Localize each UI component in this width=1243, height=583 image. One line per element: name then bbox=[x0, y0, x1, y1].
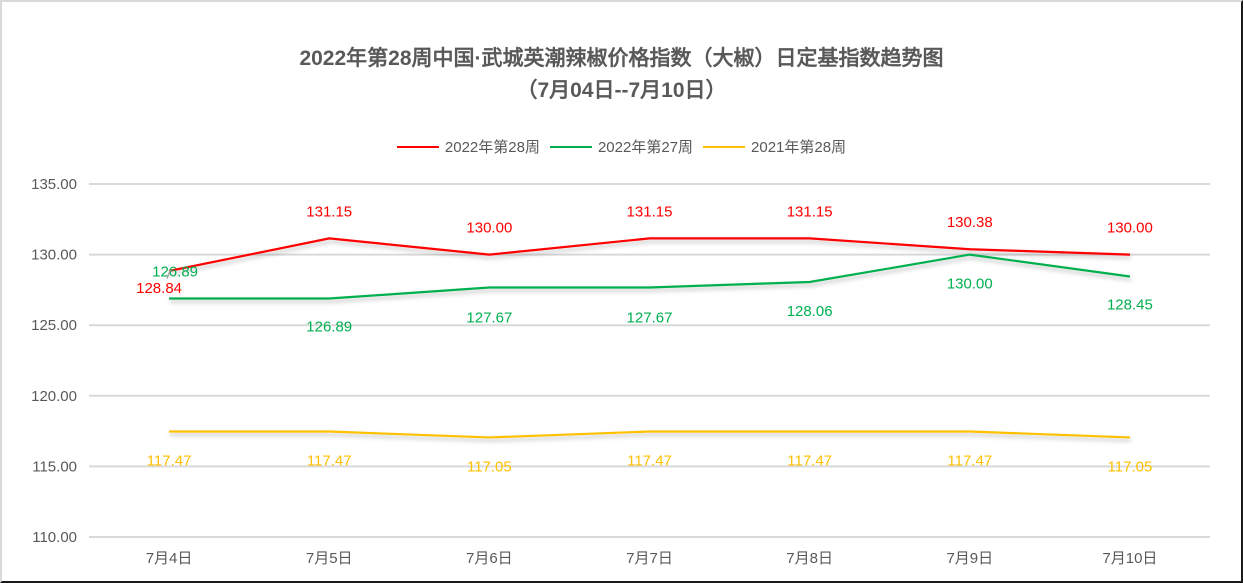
data-label: 128.84 bbox=[136, 280, 182, 297]
series-line[interactable] bbox=[169, 253, 1131, 300]
y-tick-label: 135.00 bbox=[31, 176, 77, 193]
legend-line-icon bbox=[549, 145, 592, 148]
x-tick-label: 7月6日 bbox=[466, 550, 513, 567]
y-tick-label: 130.00 bbox=[31, 247, 77, 264]
data-label: 130.00 bbox=[947, 276, 993, 293]
data-label: 131.15 bbox=[306, 203, 352, 220]
data-label: 117.47 bbox=[787, 453, 832, 470]
chart-subtitle: （7月04日--7月10日） bbox=[516, 79, 727, 102]
x-tick-label: 7月5日 bbox=[306, 550, 353, 567]
legend-item-2022-w28[interactable]: 2022年第28周 bbox=[396, 136, 540, 157]
legend-line-icon bbox=[396, 145, 439, 148]
legend-item-2021-w28[interactable]: 2021年第28周 bbox=[703, 136, 846, 157]
legend-label: 2022年第27周 bbox=[597, 139, 694, 156]
y-tick-label: 115.00 bbox=[32, 458, 77, 475]
legend: 2022年第28周 2022年第27周 2021年第28周 bbox=[0, 136, 1243, 157]
data-label: 127.67 bbox=[466, 309, 512, 326]
data-label: 130.38 bbox=[947, 214, 993, 231]
series-line[interactable] bbox=[168, 237, 1130, 273]
x-tick-label: 7月8日 bbox=[786, 550, 833, 567]
series-lines bbox=[168, 237, 1131, 439]
data-label: 117.47 bbox=[147, 453, 192, 470]
data-label: 117.47 bbox=[947, 453, 992, 470]
series-line[interactable] bbox=[169, 430, 1130, 439]
y-tick-label: 110.00 bbox=[32, 529, 77, 546]
data-label: 130.00 bbox=[1107, 220, 1153, 237]
x-tick-label: 7月9日 bbox=[946, 550, 993, 567]
data-label: 117.47 bbox=[307, 453, 352, 470]
y-tick-label: 125.00 bbox=[31, 317, 77, 334]
x-axis: 7月4日 7月5日 7月6日 7月7日 7月8日 7月9日 7月10日 bbox=[146, 550, 1158, 567]
data-label: 128.06 bbox=[787, 303, 833, 320]
data-label: 126.89 bbox=[152, 264, 198, 281]
leader-line bbox=[166, 270, 171, 279]
data-label: 131.15 bbox=[627, 203, 673, 220]
data-label: 117.05 bbox=[467, 458, 512, 475]
data-label: 131.15 bbox=[787, 203, 833, 220]
data-label: 127.67 bbox=[627, 309, 673, 326]
y-tick-label: 120.00 bbox=[31, 388, 77, 405]
gridlines bbox=[89, 183, 1210, 538]
legend-label: 2021年第28周 bbox=[751, 139, 847, 156]
x-tick-label: 7月10日 bbox=[1102, 550, 1157, 567]
chart-title: 2022年第28周中国·武城英潮辣椒价格指数（大椒）日定基指数趋势图 bbox=[299, 47, 944, 70]
x-tick-label: 7月4日 bbox=[146, 550, 193, 567]
data-label: 117.05 bbox=[1108, 458, 1153, 475]
legend-line-icon bbox=[703, 145, 746, 148]
data-label: 117.47 bbox=[627, 453, 672, 470]
data-label: 126.89 bbox=[306, 319, 352, 336]
y-axis: 110.00 115.00 120.00 125.00 130.00 135.00 bbox=[31, 176, 77, 546]
legend-label: 2022年第28周 bbox=[444, 139, 540, 156]
data-label: 130.00 bbox=[466, 220, 512, 237]
data-label: 128.45 bbox=[1107, 296, 1153, 313]
data-labels: 128.84 131.15 130.00 131.15 131.15 130.38 130.… bbox=[136, 203, 1153, 475]
legend-item-2022-w27[interactable]: 2022年第27周 bbox=[549, 136, 694, 157]
x-tick-label: 7月7日 bbox=[626, 550, 673, 567]
